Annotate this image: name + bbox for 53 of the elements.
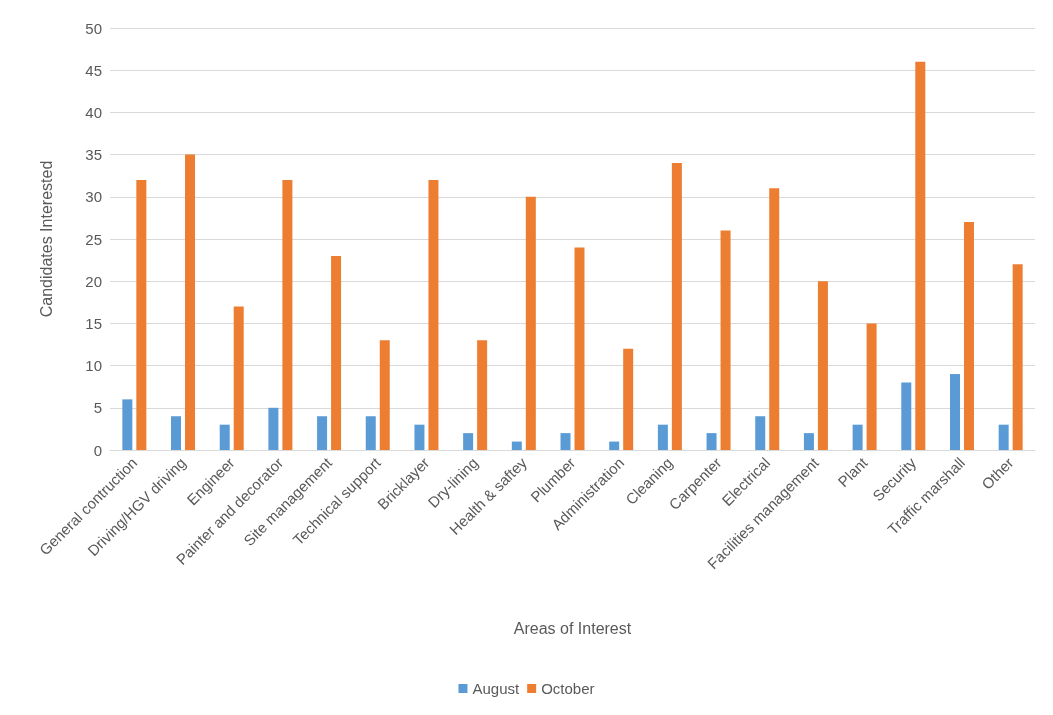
bar <box>463 433 474 450</box>
legend-label: August <box>472 680 520 697</box>
bar <box>233 306 244 450</box>
bar <box>671 163 682 450</box>
bar <box>949 374 960 450</box>
bar <box>331 255 342 450</box>
bar <box>866 323 877 450</box>
y-tick-label: 10 <box>85 357 102 375</box>
bar <box>755 416 766 450</box>
bar <box>720 230 731 450</box>
bar <box>282 179 293 450</box>
bar <box>769 188 780 450</box>
y-tick-label: 20 <box>85 272 102 290</box>
y-tick-label: 5 <box>93 399 102 417</box>
bar <box>852 424 863 450</box>
bar <box>706 433 717 450</box>
bar <box>817 281 828 450</box>
y-tick-label: 0 <box>93 441 102 459</box>
bar <box>915 61 926 450</box>
bar <box>574 247 585 450</box>
bar <box>219 424 230 450</box>
bar <box>317 416 328 450</box>
y-tick-label: 15 <box>85 314 102 332</box>
bar <box>803 433 814 450</box>
y-tick-label: 35 <box>85 146 102 164</box>
bar <box>963 222 974 450</box>
bar <box>122 399 133 450</box>
x-axis-title: Areas of Interest <box>513 619 632 637</box>
bar <box>365 416 376 450</box>
bar <box>136 179 147 450</box>
bar <box>171 416 182 450</box>
y-tick-label: 40 <box>85 103 102 121</box>
y-tick-label: 45 <box>85 61 102 79</box>
bar <box>998 424 1009 450</box>
y-axis-title: Candidates Interested <box>37 160 55 318</box>
y-tick-label: 30 <box>85 188 102 206</box>
bar <box>657 424 668 450</box>
bar <box>185 154 196 450</box>
bar <box>428 179 439 450</box>
bar <box>623 348 634 450</box>
bar <box>525 196 536 450</box>
bar <box>1012 264 1023 450</box>
bar <box>379 340 390 450</box>
y-tick-label: 25 <box>85 230 102 248</box>
bar <box>477 340 488 450</box>
y-tick-label: 50 <box>85 19 102 37</box>
bar <box>414 424 425 450</box>
bar <box>609 441 620 450</box>
bar <box>560 433 571 450</box>
bar <box>268 407 279 450</box>
bar <box>901 382 912 450</box>
bar <box>511 441 522 450</box>
legend-label: October <box>541 680 595 697</box>
